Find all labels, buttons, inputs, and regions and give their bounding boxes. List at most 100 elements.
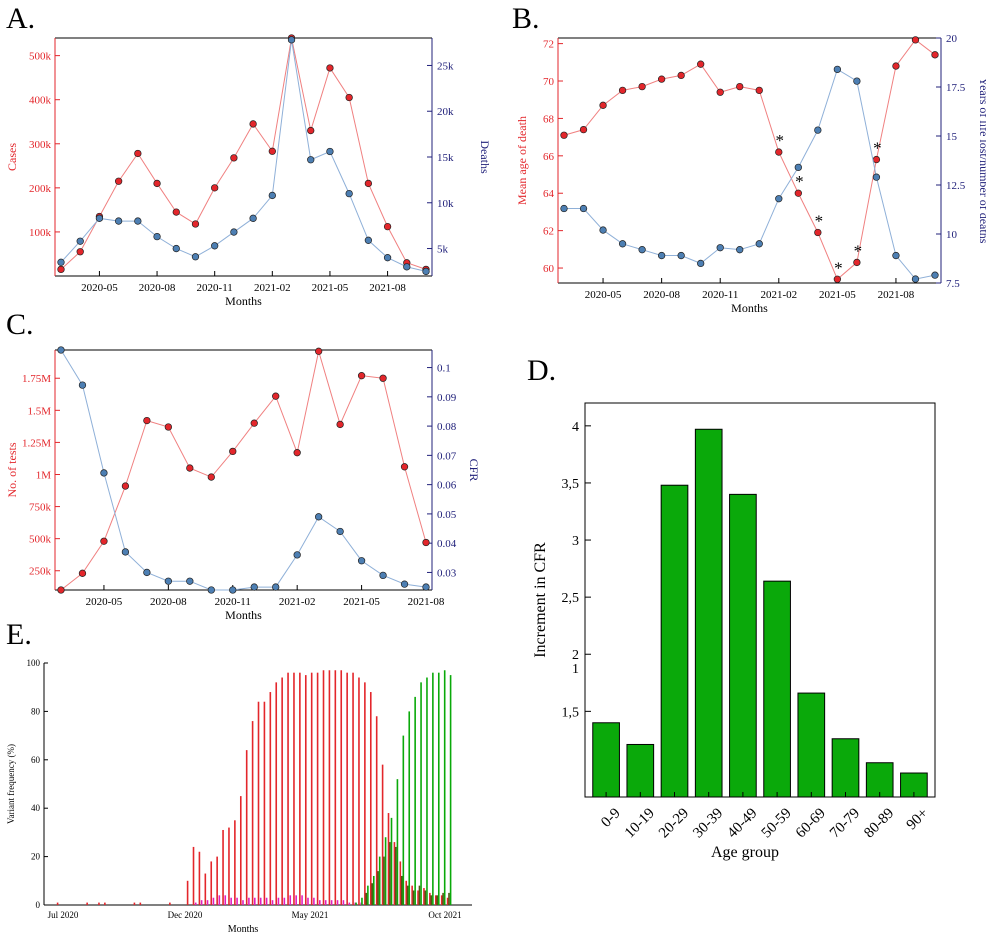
e-bar-olive xyxy=(436,895,438,905)
a-left-tick-label: 200k xyxy=(29,183,52,195)
c-series-red-point xyxy=(164,423,173,431)
e-bar-magenta xyxy=(248,897,250,905)
b-x-tick-label: 2021-05 xyxy=(819,289,856,301)
e-bar-olive xyxy=(365,892,368,905)
e-bar-green xyxy=(361,897,363,905)
b-right-tick-label: 15 xyxy=(946,131,958,143)
e-bar-magenta xyxy=(230,897,232,905)
a-series-blue-point xyxy=(114,217,123,225)
e-bar-red xyxy=(263,701,266,905)
e-bar-red xyxy=(434,895,437,905)
e-bar-red xyxy=(186,880,189,905)
a-series-blue-point xyxy=(422,267,430,276)
e-bar-green xyxy=(378,856,381,905)
a-series-blue-point xyxy=(326,147,334,156)
b-left-tick-label: 62 xyxy=(543,226,554,238)
e-bar-green xyxy=(443,670,446,905)
e-bar-red xyxy=(358,677,360,905)
a-series-red-point xyxy=(211,184,219,192)
c-series-blue-point xyxy=(78,381,87,389)
e-bar-magenta xyxy=(212,897,215,905)
a-series-blue-line xyxy=(60,39,427,272)
e-bar-magenta xyxy=(194,902,197,905)
c-right-tick-label: 0.08 xyxy=(437,421,457,433)
e-bar-magenta xyxy=(324,900,327,905)
e-bar-red xyxy=(446,897,449,905)
a-series-blue-point xyxy=(172,244,180,253)
b-significance-asterisk: * xyxy=(854,241,863,260)
e-y-tick-label: 40 xyxy=(31,803,41,813)
a-x-tick-label: 2020-11 xyxy=(197,282,233,294)
c-series-blue-point xyxy=(164,577,173,585)
c-series-red-point xyxy=(186,464,194,472)
c-series-red-point xyxy=(293,449,301,457)
a-series-red-line xyxy=(60,37,427,270)
e-bar-magenta xyxy=(307,897,309,905)
e-y-tick-label: 80 xyxy=(31,706,41,716)
b-significance-asterisk: * xyxy=(815,212,824,231)
e-bar-olive xyxy=(430,895,433,905)
e-bar-red xyxy=(210,861,213,905)
b-series-blue-point xyxy=(775,195,783,203)
e-bar-red xyxy=(257,701,260,905)
c-series-blue-point xyxy=(57,346,65,354)
e-bar-green xyxy=(367,885,369,905)
c-x-axis-label: Months xyxy=(225,608,262,622)
c-series-red-point xyxy=(57,586,65,594)
e-bar-olive xyxy=(395,846,397,905)
e-bar-red xyxy=(411,885,413,905)
a-series-blue-point xyxy=(76,237,84,245)
a-series-blue-point xyxy=(345,189,353,198)
d-bar xyxy=(729,493,757,798)
e-bar-red xyxy=(322,670,325,905)
a-series-red-point xyxy=(383,222,392,231)
b-series-blue-point xyxy=(657,251,666,260)
e-bar-red xyxy=(139,902,142,905)
e-bar-red xyxy=(104,902,106,905)
c-series-blue-line xyxy=(60,349,427,591)
e-bar-red xyxy=(281,677,283,905)
a-right-tick-label: 20k xyxy=(437,106,454,118)
b-right-tick-label: 12.5 xyxy=(946,180,966,192)
e-bar-green xyxy=(355,902,357,905)
c-right-tick-label: 0.04 xyxy=(437,538,457,550)
b-left-tick-label: 66 xyxy=(543,151,555,163)
b-series-red-point xyxy=(618,86,627,95)
c-x-tick-label: 2021-05 xyxy=(343,596,380,608)
e-bar-magenta xyxy=(254,897,256,905)
panel-d-chart: 1,5 2 2,5 3 3,5 4 1 0-910-1920-2930-3940-4950-5… xyxy=(532,402,936,861)
e-bar-red xyxy=(387,813,390,905)
e-bar-red xyxy=(216,856,218,905)
d-bar xyxy=(865,762,894,798)
a-x-axis-label: Months xyxy=(225,294,262,308)
d-y-axis-label: Increment in CFR xyxy=(532,542,549,658)
a-series-red-point xyxy=(114,177,123,185)
e-bar-olive xyxy=(371,883,373,905)
a-x-tick-label: 2021-05 xyxy=(312,282,349,294)
c-series-red-point xyxy=(379,374,387,382)
e-x-tick-label: Dec 2020 xyxy=(168,910,203,920)
d-x-axis-label: Age group xyxy=(711,844,779,861)
b-x-tick-label: 2021-08 xyxy=(878,289,915,301)
panel-c-letter: C. xyxy=(6,308,34,341)
c-x-tick-label: 2021-02 xyxy=(279,596,316,608)
e-bar-magenta xyxy=(295,895,297,905)
e-bar-olive xyxy=(406,885,409,905)
a-series-blue-point xyxy=(95,214,104,222)
e-bar-green xyxy=(432,672,434,905)
e-bar-red xyxy=(204,873,207,905)
a-series-red-point xyxy=(230,154,238,162)
e-bar-magenta xyxy=(289,895,292,905)
c-series-blue-point xyxy=(143,568,151,577)
b-series-blue-point xyxy=(560,204,568,213)
b-series-blue-point xyxy=(579,204,588,213)
e-bar-olive xyxy=(442,892,444,905)
d-bar xyxy=(763,580,791,798)
a-series-blue-point xyxy=(287,36,296,44)
e-bar-magenta xyxy=(242,900,244,905)
a-x-tick-label: 2020-08 xyxy=(139,282,176,294)
a-series-blue-point xyxy=(403,263,411,271)
c-right-tick-label: 0.09 xyxy=(437,392,457,404)
b-left-tick-label: 64 xyxy=(543,188,555,200)
b-left-tick-label: 72 xyxy=(543,39,554,51)
